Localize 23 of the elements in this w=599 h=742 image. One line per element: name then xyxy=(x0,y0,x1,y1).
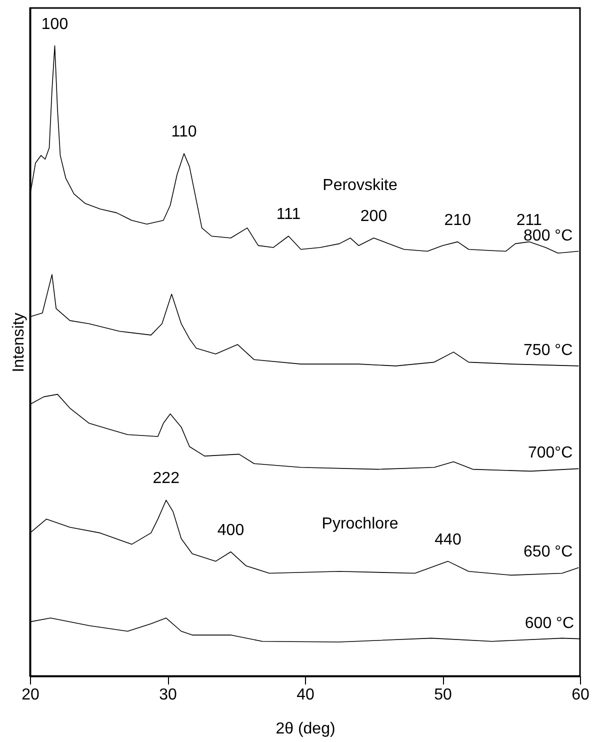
annotation: 440 xyxy=(434,531,462,548)
annotation: 110 xyxy=(171,124,197,141)
x-tick-label: 40 xyxy=(296,686,314,704)
y-axis-title: Intensity xyxy=(10,312,28,372)
annotation: 111 xyxy=(276,206,301,224)
series-label: 700°C xyxy=(528,444,573,462)
annotation: 400 xyxy=(217,522,244,539)
annotation: 200 xyxy=(360,208,388,226)
x-tick-label: 60 xyxy=(572,686,590,704)
x-tick-label: 30 xyxy=(159,686,177,704)
series-label: 800 °C xyxy=(524,227,573,244)
x-tick-label: 50 xyxy=(434,686,452,704)
series-label: 600 °C xyxy=(524,614,574,632)
x-axis-title: 2θ (deg) xyxy=(276,720,336,738)
x-tick-label: 20 xyxy=(22,686,40,704)
annotation: 211 xyxy=(516,212,542,229)
annotation: 222 xyxy=(152,470,180,488)
annotation: 100 xyxy=(41,16,68,33)
series-label: 650 °C xyxy=(524,544,573,561)
annotation: Perovskite xyxy=(322,177,398,194)
annotation: Pyrochlore xyxy=(322,515,398,532)
annotation: 210 xyxy=(444,212,472,229)
series-label: 750 °C xyxy=(524,342,573,359)
